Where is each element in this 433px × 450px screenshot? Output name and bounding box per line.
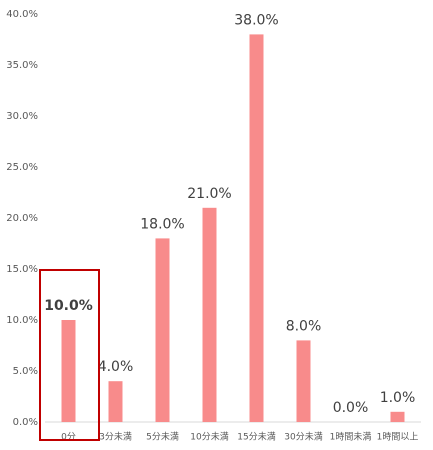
value-label: 1.0% [380,390,416,406]
value-label: 0.0% [333,400,369,416]
bar [108,381,123,422]
y-tick-label: 10.0% [6,315,38,326]
x-tick-label: 30分未満 [284,431,322,443]
x-tick-label: 5分未満 [146,431,179,443]
y-tick-label: 0.0% [13,417,38,428]
y-tick-label: 25.0% [6,162,38,173]
y-tick-label: 40.0% [6,9,38,20]
value-label: 38.0% [234,12,278,28]
x-tick-label: 1時間未満 [330,431,372,443]
bar [296,340,311,422]
y-tick-label: 5.0% [13,366,38,377]
value-label: 21.0% [187,186,231,202]
x-tick-label: 10分未満 [190,431,228,443]
x-tick-label: 15分未満 [237,431,275,443]
x-tick-label: 3分未満 [99,431,132,443]
y-tick-label: 20.0% [6,213,38,224]
x-tick-label: 0分 [61,432,76,443]
value-label: 4.0% [98,359,134,375]
x-tick-label: 1時間以上 [377,432,419,443]
bar [155,238,170,422]
bar [61,320,76,422]
value-label: 8.0% [286,318,322,334]
y-tick-label: 30.0% [6,111,38,122]
value-label: 18.0% [140,216,184,232]
highlight-box [39,269,100,441]
value-label: 10.0% [44,298,93,314]
y-tick-label: 35.0% [6,60,38,71]
bar [390,411,405,422]
bar [249,34,264,423]
bar [202,207,217,422]
y-tick-label: 15.0% [6,264,38,275]
